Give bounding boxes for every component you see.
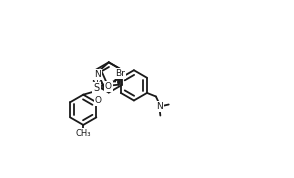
Text: CH₃: CH₃ bbox=[76, 129, 91, 138]
Text: O: O bbox=[95, 96, 102, 105]
Text: N: N bbox=[91, 80, 98, 90]
Text: O: O bbox=[105, 82, 112, 91]
Text: N: N bbox=[156, 102, 163, 111]
Text: S: S bbox=[93, 83, 100, 93]
Text: N: N bbox=[94, 70, 101, 79]
Text: Br: Br bbox=[115, 69, 125, 78]
